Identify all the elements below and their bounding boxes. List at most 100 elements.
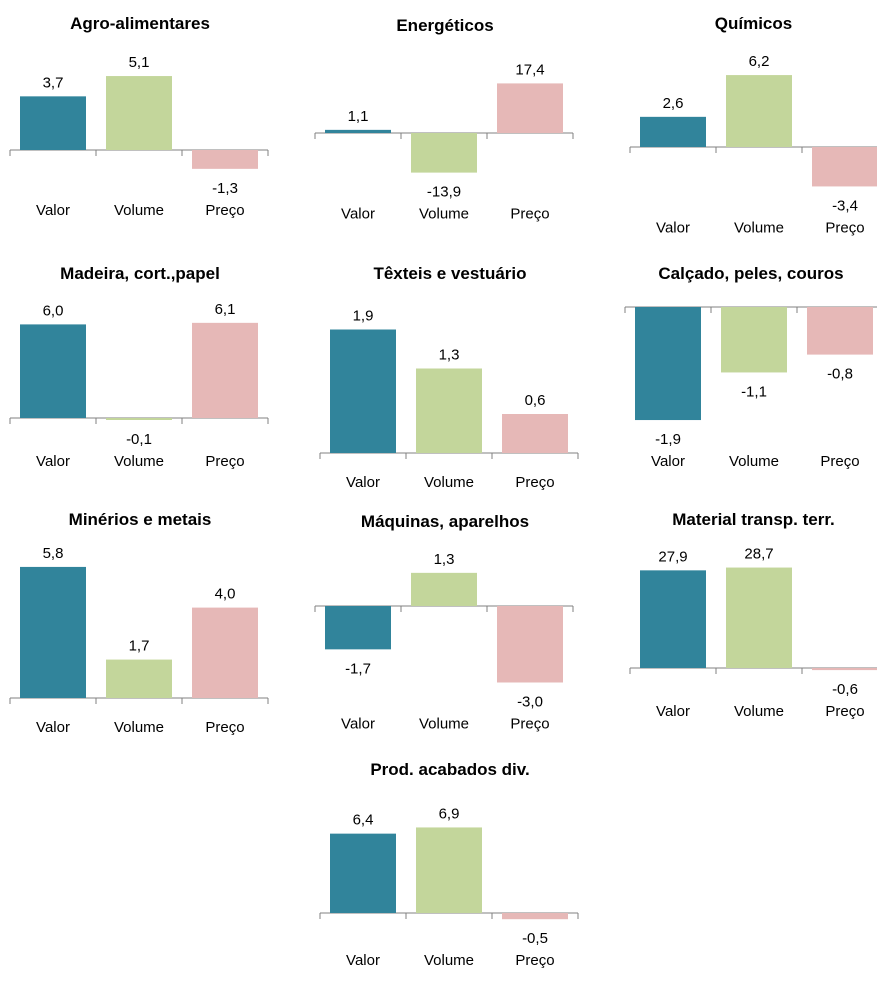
data-label: 1,3	[439, 347, 460, 364]
bar-volume	[106, 76, 172, 150]
bar-valor	[325, 129, 391, 133]
chart-panel: Agro-alimentares 3,7 Valor 5,1 Volume -1,3 Pre…	[9, 0, 270, 250]
chart-panel: Madeira, cort.,papel 6,0 Valor -0,1 Volume 6,…	[9, 250, 270, 500]
bar-volume	[411, 133, 477, 173]
chart-panel: Prod. acabados div. 6,4 Valor 6,9 Volume -0,5…	[319, 748, 580, 998]
chart-panel: Calçado, peles, couros -1,9 Valor -1,1 Volum…	[624, 250, 877, 500]
bar-volume	[726, 75, 792, 147]
category-label: Valor	[656, 219, 690, 236]
category-label: Volume	[114, 453, 164, 470]
chart-plot: 27,9 Valor 28,7 Volume -0,6 Preço	[629, 546, 877, 720]
chart-plot: -1,7 Valor 1,3 Volume -3,0 Preço	[314, 551, 574, 733]
data-label: -1,9	[655, 431, 681, 448]
category-label: Volume	[424, 474, 474, 491]
chart-plot: 1,1 Valor -13,9 Volume 17,4 Preço	[314, 61, 574, 223]
data-label: 6,2	[749, 53, 770, 70]
category-label: Volume	[424, 952, 474, 969]
data-label: 1,9	[353, 308, 374, 325]
category-label: Preço	[825, 219, 864, 236]
category-label: Valor	[341, 206, 375, 223]
data-label: -0,8	[827, 366, 853, 383]
bar-valor	[635, 307, 701, 421]
category-label: Preço	[510, 206, 549, 223]
bar-preco	[502, 913, 568, 920]
data-label: 1,1	[348, 108, 369, 125]
bar-valor	[330, 833, 396, 913]
category-label: Valor	[346, 952, 380, 969]
chart-panel: Químicos 2,6 Valor 6,2 Volume -3,4 Preço	[629, 0, 877, 250]
chart-title: Têxteis e vestuário	[373, 264, 527, 283]
data-label: 5,1	[129, 54, 150, 71]
data-label: 2,6	[663, 95, 684, 112]
data-label: -0,1	[126, 431, 152, 448]
category-label: Preço	[205, 202, 244, 219]
chart-panel: Energéticos 1,1 Valor -13,9 Volume 17,4 Preço	[314, 0, 575, 250]
data-label: -3,4	[832, 197, 858, 214]
bar-preco	[812, 147, 877, 187]
category-label: Valor	[651, 453, 685, 470]
chart-plot: -1,9 Valor -1,1 Volume -0,8 Preço	[624, 306, 877, 470]
bar-valor	[20, 96, 86, 150]
data-label: -1,1	[741, 383, 767, 400]
chart-title: Químicos	[714, 14, 793, 33]
category-label: Volume	[729, 453, 779, 470]
bar-valor	[330, 329, 396, 453]
category-label: Preço	[825, 703, 864, 720]
category-label: Valor	[346, 474, 380, 491]
data-label: 6,4	[353, 812, 374, 829]
category-label: Valor	[656, 703, 690, 720]
bar-preco	[192, 150, 258, 169]
bar-valor	[640, 570, 706, 668]
bar-volume	[106, 418, 172, 420]
data-label: -3,0	[517, 694, 543, 711]
data-label: 1,3	[434, 551, 455, 568]
chart-panel: Máquinas, aparelhos -1,7 Valor 1,3 Volume -3,…	[314, 498, 575, 748]
category-label: Preço	[820, 453, 859, 470]
bar-preco	[192, 322, 258, 418]
category-label: Preço	[205, 453, 244, 470]
category-label: Volume	[114, 202, 164, 219]
bar-preco	[807, 307, 873, 355]
category-label: Volume	[734, 219, 784, 236]
chart-title: Agro-alimentares	[70, 14, 210, 33]
data-label: 3,7	[43, 74, 64, 91]
data-label: 4,0	[215, 586, 236, 603]
data-label: 6,1	[215, 301, 236, 318]
category-label: Preço	[510, 716, 549, 733]
bar-preco	[502, 414, 568, 453]
data-label: -1,7	[345, 660, 371, 677]
data-label: 28,7	[744, 546, 773, 563]
chart-plot: 1,9 Valor 1,3 Volume 0,6 Preço	[319, 308, 579, 491]
data-label: 17,4	[515, 61, 544, 78]
chart-panel: Minérios e metais 5,8 Valor 1,7 Volume 4,0 Pre…	[9, 498, 270, 748]
data-label: 6,0	[43, 302, 64, 319]
category-label: Preço	[515, 474, 554, 491]
data-label: 1,7	[129, 638, 150, 655]
chart-plot: 5,8 Valor 1,7 Volume 4,0 Preço	[9, 545, 269, 736]
chart-title: Energéticos	[396, 16, 494, 35]
bar-preco	[497, 606, 563, 683]
chart-title: Calçado, peles, couros	[658, 264, 844, 283]
category-label: Volume	[734, 703, 784, 720]
chart-title: Minérios e metais	[68, 510, 212, 529]
bar-valor	[20, 566, 86, 698]
bar-volume	[721, 307, 787, 373]
bar-preco	[192, 607, 258, 698]
data-label: -0,6	[832, 681, 858, 698]
bar-volume	[416, 827, 482, 913]
category-label: Preço	[515, 952, 554, 969]
chart-title: Material transp. terr.	[672, 510, 835, 529]
bar-valor	[325, 606, 391, 650]
category-label: Preço	[205, 719, 244, 736]
chart-title: Madeira, cort.,papel	[60, 264, 220, 283]
data-label: 6,9	[439, 805, 460, 822]
category-label: Volume	[419, 716, 469, 733]
data-label: 5,8	[43, 545, 64, 562]
bar-valor	[20, 324, 86, 418]
bar-preco	[497, 83, 563, 133]
category-label: Valor	[36, 453, 70, 470]
chart-plot: 6,0 Valor -0,1 Volume 6,1 Preço	[9, 301, 269, 470]
bar-volume	[411, 572, 477, 606]
bar-volume	[106, 659, 172, 698]
